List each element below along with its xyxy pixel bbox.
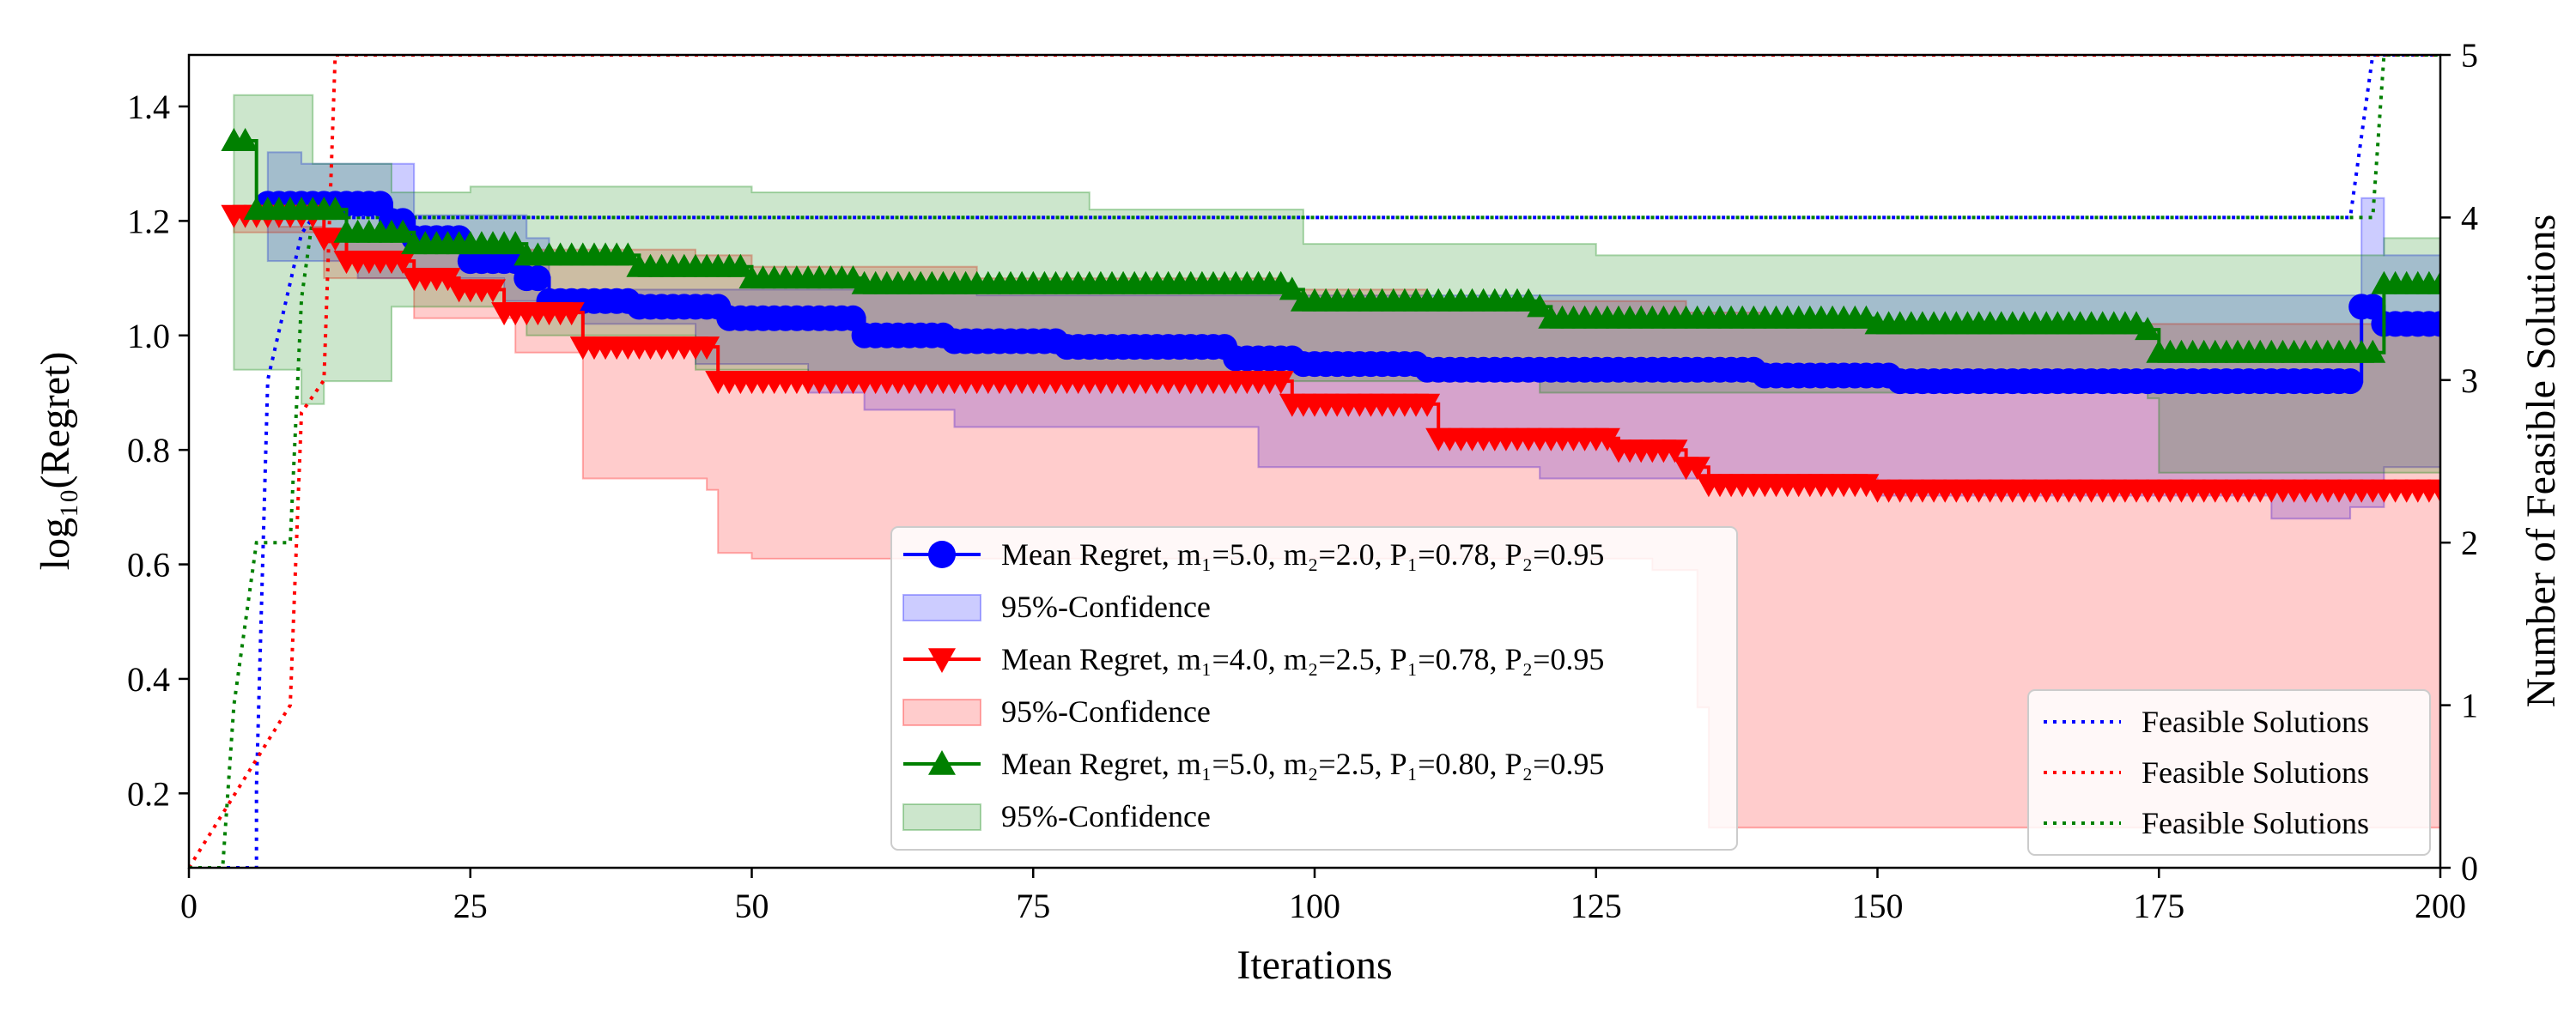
- y-right-tick-label-3: 3: [2461, 361, 2478, 400]
- x-tick-label-200: 200: [2415, 887, 2466, 925]
- feasible-line-blue: [189, 55, 2440, 868]
- marker-green-29: [502, 231, 529, 255]
- y-right-tick-label-0: 0: [2461, 849, 2478, 888]
- x-tick-label-75: 75: [1016, 887, 1050, 925]
- legend-marker-blue: [928, 541, 956, 568]
- legend-patch-red: [902, 699, 981, 726]
- marker-red-34: [558, 302, 585, 326]
- marker-green-19: [390, 219, 416, 243]
- x-tick-label-25: 25: [453, 887, 488, 925]
- legend-label-4: Mean Regret, m₁=5.0, m₂=2.5, P₁=0.80, P₂…: [1001, 747, 1604, 781]
- marker-red-200: [2427, 479, 2440, 503]
- y-right-tick-label-5: 5: [2461, 36, 2478, 75]
- axes: 0 25 50 75 100 125 150 175 2000.20.40.60.81.01.2…: [127, 36, 2478, 925]
- markers-blue: [254, 191, 2440, 395]
- marker-red-46: [694, 336, 720, 360]
- y-right-tick-label-4: 4: [2461, 198, 2478, 237]
- marker-green-98: [1279, 276, 1305, 300]
- marker-green-39: [615, 242, 641, 266]
- x-tick-label-50: 50: [735, 887, 769, 925]
- marker-red-110: [1414, 393, 1441, 417]
- marker-green-13: [322, 197, 349, 221]
- x-tick-label-0: 0: [180, 887, 197, 925]
- y-axis-title-right: Number of Feasible Solutions: [2518, 215, 2564, 708]
- marker-green-200: [2427, 270, 2440, 294]
- legend-marker-red: [928, 648, 956, 673]
- legend-feasible-label-2: Feasible Solutions: [2142, 806, 2369, 840]
- x-tick-label-175: 175: [2133, 887, 2184, 925]
- marker-green-120: [1527, 294, 1553, 318]
- y-axis-title-left: log₁₀(Regret): [33, 352, 78, 571]
- marker-red-132: [1662, 439, 1688, 464]
- marker-red-97: [1267, 371, 1294, 395]
- marker-green-5: [232, 128, 258, 151]
- x-tick-label-100: 100: [1289, 887, 1340, 925]
- legend-patch-blue: [902, 594, 981, 621]
- marker-blue-200: [2427, 311, 2440, 337]
- y-left-tick-label-0.6: 0.6: [127, 546, 170, 585]
- legend-patch-green: [902, 803, 981, 831]
- legend-main: Mean Regret, m₁=5.0, m₂=2.0, P₁=0.78, P₂…: [890, 526, 1738, 851]
- marker-blue-192: [2337, 368, 2364, 395]
- marker-red-27: [480, 279, 506, 303]
- marker-red-134: [1684, 457, 1710, 481]
- legend-label-1: 95%-Confidence: [1001, 590, 1211, 624]
- legend-main-box: [890, 526, 1738, 851]
- confidence-band-blue: [266, 151, 2440, 520]
- y-left-tick-label-1.0: 1.0: [127, 317, 170, 355]
- legend-label-0: Mean Regret, m₁=5.0, m₂=2.0, P₁=0.78, P₂…: [1001, 537, 1604, 572]
- y-left-tick-label-1.2: 1.2: [127, 202, 170, 240]
- legend-label-2: Mean Regret, m₁=4.0, m₂=2.5, P₁=0.78, P₂…: [1001, 642, 1604, 676]
- marker-blue-31: [525, 265, 551, 292]
- marker-green-174: [2135, 317, 2161, 341]
- x-axis-title: Iterations: [1236, 942, 1392, 988]
- feasible-line-green: [189, 55, 2440, 868]
- y-right-tick-label-1: 1: [2461, 687, 2478, 725]
- x-tick-label-125: 125: [1571, 887, 1622, 925]
- legend-marker-green: [928, 750, 956, 775]
- marker-green-49: [727, 253, 754, 277]
- legend-feasible-label-0: Feasible Solutions: [2142, 705, 2369, 739]
- legend-feasible: Feasible Solutions Feasible Solutions Feas…: [2027, 689, 2431, 856]
- legend-feasible-label-1: Feasible Solutions: [2142, 755, 2369, 790]
- y-left-tick-label-0.8: 0.8: [127, 431, 170, 470]
- y-left-tick-label-1.4: 1.4: [127, 88, 170, 126]
- y-left-tick-label-0.4: 0.4: [127, 660, 170, 699]
- marker-green-194: [2360, 339, 2386, 363]
- legend-feasible-box: [2027, 689, 2431, 856]
- markers-green: [221, 128, 2440, 363]
- y-right-tick-label-2: 2: [2461, 524, 2478, 562]
- legend-label-5: 95%-Confidence: [1001, 799, 1211, 833]
- legend-label-3: 95%-Confidence: [1001, 694, 1211, 729]
- feasible-lines: [189, 55, 2440, 868]
- marker-red-19: [390, 251, 416, 275]
- mean-regret-lines: [221, 128, 2440, 503]
- y-left-tick-label-0.2: 0.2: [127, 774, 170, 813]
- x-tick-label-150: 150: [1852, 887, 1904, 925]
